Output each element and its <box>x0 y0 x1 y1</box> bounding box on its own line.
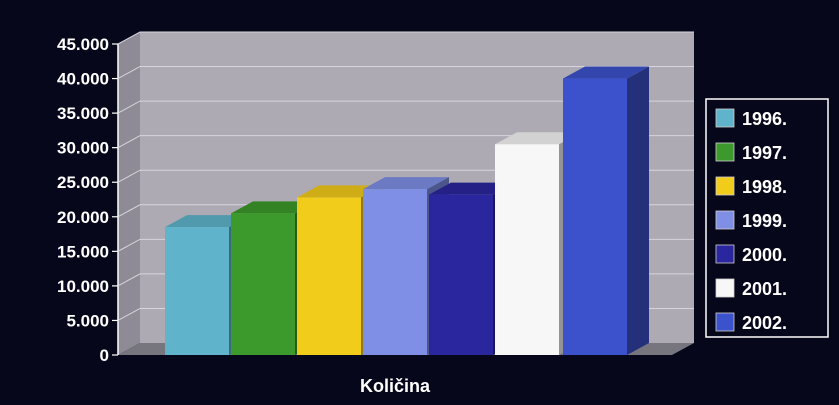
bar-side <box>627 66 649 356</box>
y-tick-label: 25.000 <box>57 173 109 192</box>
legend-item: 1997. <box>715 142 787 163</box>
bar-top <box>495 132 581 145</box>
legend-item: 1996. <box>715 108 787 129</box>
legend-item: 2000. <box>715 244 787 265</box>
gridline <box>117 66 694 79</box>
legend-label: 1998. <box>742 177 787 197</box>
legend-swatch <box>715 176 735 196</box>
legend-label: 2001. <box>742 279 787 299</box>
bar-front <box>563 78 627 356</box>
bar-top <box>363 177 449 190</box>
gridline <box>117 31 694 45</box>
bar-front <box>165 227 229 355</box>
legend-swatch <box>715 210 735 230</box>
bar-2002 <box>563 66 649 356</box>
legend-swatch <box>715 244 735 264</box>
left-wall <box>118 32 140 355</box>
gridline <box>117 100 694 114</box>
legend-item: 2002. <box>715 312 787 333</box>
legend: 1996. 1997. 1998. 1999. 2000. 2001. 2002. <box>705 98 829 338</box>
legend-item: 1998. <box>715 176 787 197</box>
bar-top <box>165 215 251 228</box>
y-tick-label: 0 <box>100 346 109 365</box>
bar-front <box>363 189 427 355</box>
legend-label: 2000. <box>742 245 787 265</box>
bar-front <box>495 144 559 355</box>
legend-label: 2002. <box>742 313 787 333</box>
legend-swatch <box>715 108 735 128</box>
legend-swatch <box>715 278 735 298</box>
bar-top <box>563 66 649 79</box>
bar-front <box>429 194 493 355</box>
legend-item: 1999. <box>715 210 787 231</box>
legend-label: 1996. <box>742 109 787 129</box>
y-tick-label: 40.000 <box>57 70 109 89</box>
bar-front <box>297 197 361 355</box>
y-tick-label: 45.000 <box>57 35 109 54</box>
gridline <box>117 135 694 149</box>
legend-item: 2001. <box>715 278 787 299</box>
legend-label: 1997. <box>742 143 787 163</box>
y-tick-label: 35.000 <box>57 104 109 123</box>
legend-swatch <box>715 312 735 332</box>
y-tick-label: 5.000 <box>66 311 109 330</box>
legend-label: 1999. <box>742 211 787 231</box>
bar-front <box>231 213 295 355</box>
y-tick-label: 30.000 <box>57 139 109 158</box>
bar-top <box>231 201 317 214</box>
bar-top <box>429 182 515 195</box>
y-tick-label: 15.000 <box>57 242 109 261</box>
y-axis-ticks: 0 5.000 10.000 15.000 20.000 25.000 30.000 35.0… <box>57 35 118 365</box>
legend-swatch <box>715 142 735 162</box>
y-tick-label: 20.000 <box>57 208 109 227</box>
y-tick-label: 10.000 <box>57 277 109 296</box>
x-axis-title: Količina <box>360 376 431 396</box>
bar-top <box>297 185 383 198</box>
bars <box>165 66 649 356</box>
